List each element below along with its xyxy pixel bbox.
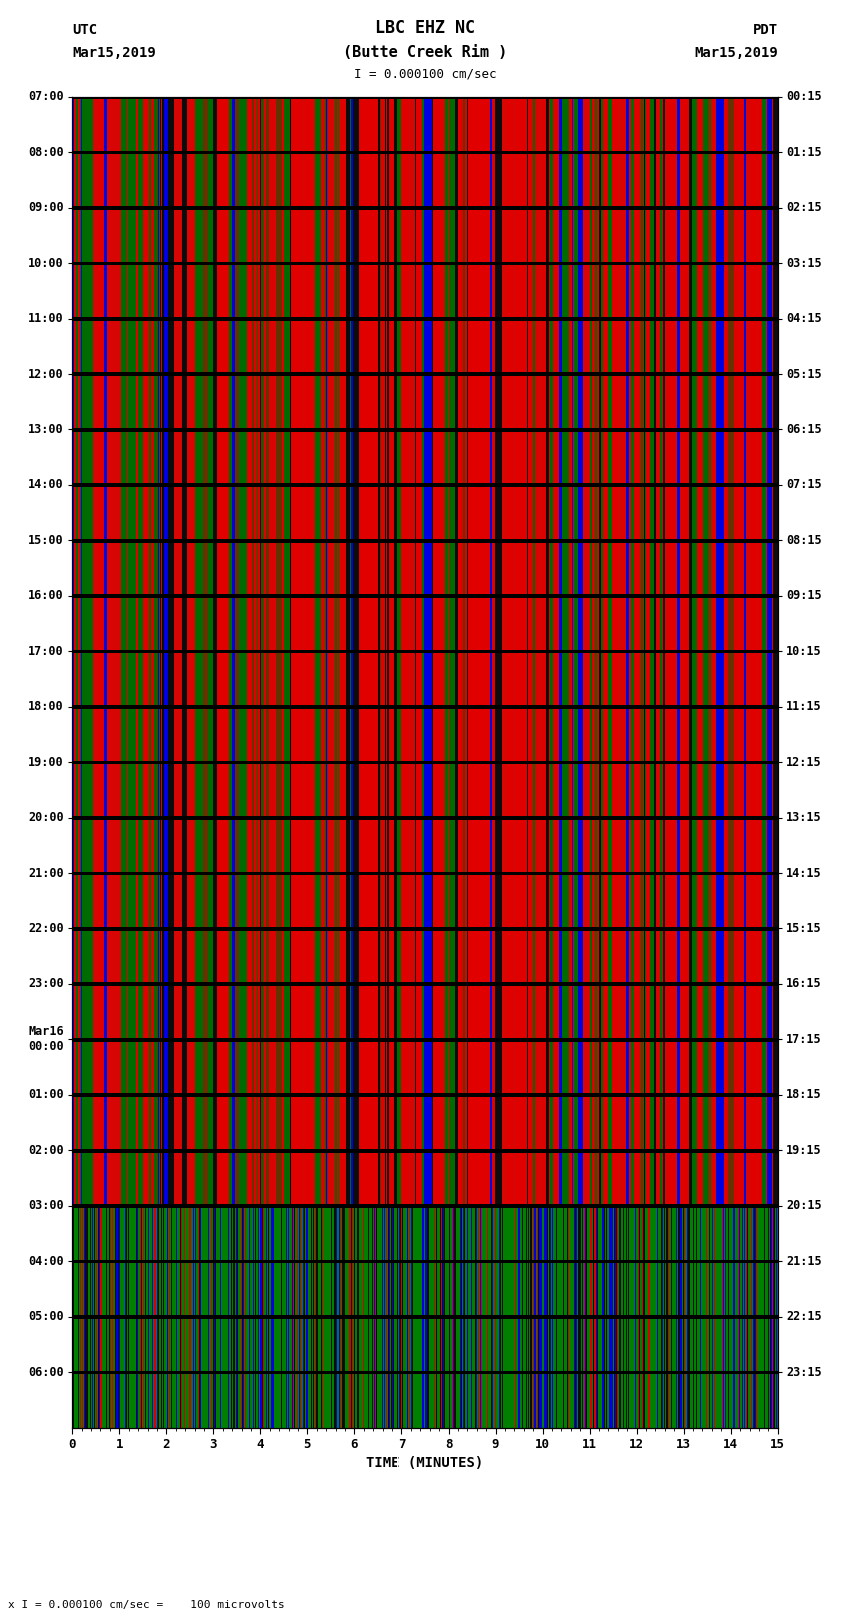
- Text: I = 0.000100 cm/sec: I = 0.000100 cm/sec: [354, 68, 496, 81]
- Text: (Butte Creek Rim ): (Butte Creek Rim ): [343, 45, 507, 60]
- Text: PDT: PDT: [752, 23, 778, 37]
- Text: LBC EHZ NC: LBC EHZ NC: [375, 19, 475, 37]
- Text: x I = 0.000100 cm/sec =    100 microvolts: x I = 0.000100 cm/sec = 100 microvolts: [8, 1600, 286, 1610]
- X-axis label: TIME (MINUTES): TIME (MINUTES): [366, 1457, 484, 1471]
- Text: Mar15,2019: Mar15,2019: [694, 45, 778, 60]
- Text: UTC: UTC: [72, 23, 98, 37]
- Text: Mar15,2019: Mar15,2019: [72, 45, 156, 60]
